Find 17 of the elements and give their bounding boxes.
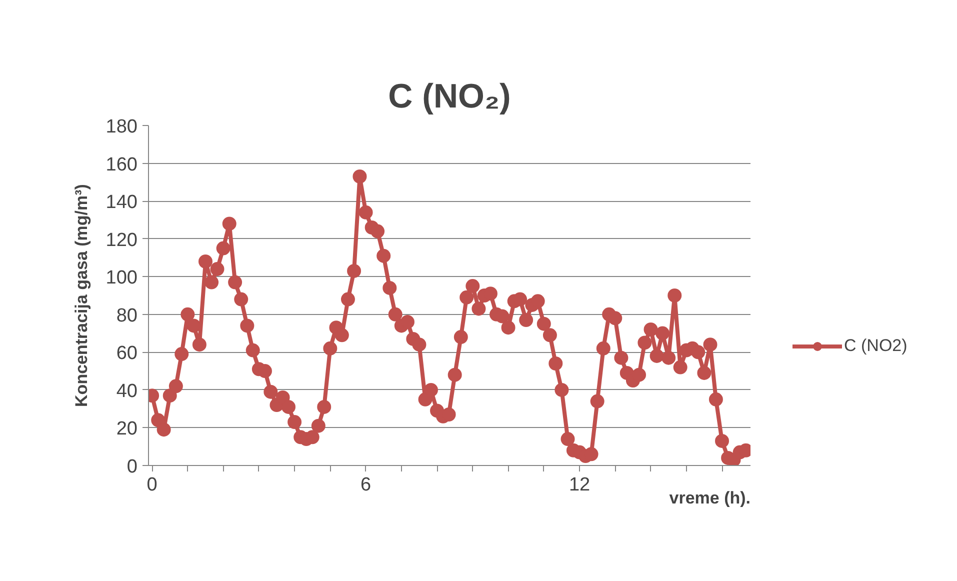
y-tick-label: 180 (106, 116, 138, 138)
y-tick-label: 20 (116, 418, 138, 440)
legend-label: C (NO2) (844, 336, 908, 356)
y-axis-title: Koncentracija gasa (mg/m³) (72, 184, 91, 407)
chart-title: C (NO₂) (388, 78, 511, 116)
x-tick-label: 6 (360, 474, 372, 496)
y-tick-label: 80 (116, 305, 138, 326)
y-tick-label: 160 (106, 154, 138, 176)
y-tick-label: 140 (106, 192, 138, 214)
y-tick-label: 60 (116, 343, 138, 364)
x-tick-label: 12 (568, 474, 590, 496)
y-tick-label: 120 (106, 230, 138, 251)
x-axis-title: vreme (h). (669, 488, 750, 508)
y-tick-label: 40 (116, 380, 138, 402)
x-tick-label: 0 (146, 474, 158, 496)
y-tick-label: 0 (126, 456, 138, 478)
y-tick-label: 100 (106, 268, 138, 289)
